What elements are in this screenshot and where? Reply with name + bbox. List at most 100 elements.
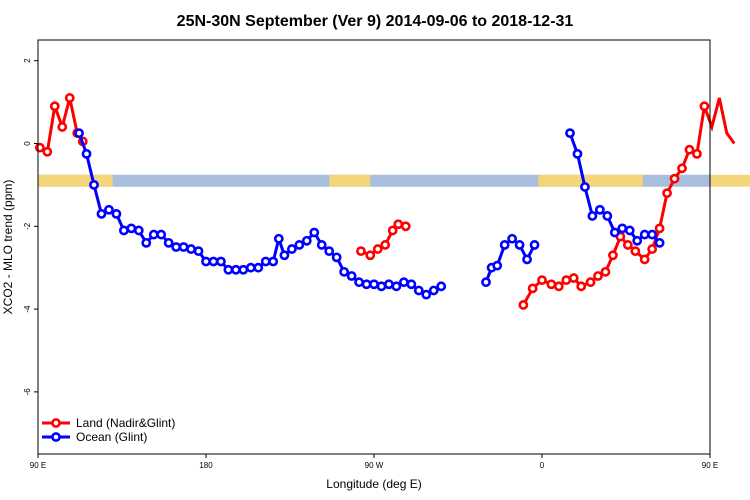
data-point	[602, 211, 613, 221]
data-point	[662, 188, 672, 199]
data-point	[546, 279, 557, 290]
x-tick-label: 90 E	[30, 461, 46, 470]
legend-label: Ocean (Glint)	[76, 430, 147, 444]
data-point	[609, 227, 620, 238]
data-point	[324, 246, 335, 257]
x-axis-label: Longitude (deg E)	[326, 477, 421, 491]
data-point	[507, 233, 518, 244]
data-point	[514, 240, 525, 250]
band-layer	[38, 174, 750, 187]
y-tick-label: -2	[23, 222, 32, 230]
land-band-segment	[329, 174, 371, 187]
data-point	[361, 279, 372, 290]
data-point	[156, 229, 167, 240]
y-tick-label: 0	[23, 141, 32, 146]
data-point	[193, 246, 204, 257]
data-point	[238, 264, 249, 275]
data-point	[186, 244, 196, 254]
series-line	[522, 97, 736, 306]
series-layer	[34, 93, 736, 310]
data-point	[537, 275, 547, 286]
data-point	[96, 208, 107, 219]
data-point	[216, 256, 226, 267]
x-tick-label: 90 W	[365, 461, 384, 470]
data-point	[279, 250, 290, 261]
data-point	[499, 240, 510, 250]
data-point	[518, 300, 529, 310]
data-point	[624, 225, 635, 236]
data-point	[294, 240, 305, 250]
data-point	[354, 277, 364, 288]
data-point	[273, 233, 284, 244]
x-axis: 90 E 180 90 W 0 90 E	[30, 454, 718, 470]
data-point	[406, 279, 417, 290]
legend-marker	[51, 418, 61, 428]
data-point	[118, 225, 129, 236]
data-point	[356, 246, 366, 257]
data-point	[74, 128, 84, 139]
data-point	[639, 229, 650, 240]
data-point	[580, 182, 590, 192]
data-point	[553, 281, 564, 292]
data-point	[587, 211, 598, 221]
data-point	[622, 240, 633, 250]
land-band-segment	[38, 174, 113, 187]
data-point	[163, 237, 174, 248]
data-point	[339, 266, 350, 277]
data-point	[630, 246, 641, 257]
data-point	[387, 225, 398, 236]
data-point	[286, 244, 297, 254]
data-point	[699, 101, 710, 112]
data-point	[677, 163, 687, 174]
data-point	[380, 240, 391, 250]
series-ocean	[74, 128, 665, 300]
land-band-segment	[538, 174, 643, 187]
series-land	[34, 93, 736, 310]
x-tick-label: 0	[540, 461, 545, 470]
chart-title: 25N-30N September (Ver 9) 2014-09-06 to …	[177, 13, 574, 30]
data-point	[576, 281, 587, 292]
data-point	[529, 240, 540, 250]
data-point	[436, 281, 447, 292]
data-point	[34, 142, 45, 153]
data-point	[133, 225, 144, 236]
data-point	[684, 144, 695, 155]
data-point	[413, 285, 424, 296]
x-tick-label: 90 E	[702, 461, 718, 470]
x-tick-label: 180	[199, 461, 213, 470]
data-point	[585, 277, 596, 288]
data-point	[527, 283, 538, 294]
data-point	[481, 277, 491, 288]
land-band-segment	[710, 174, 750, 187]
data-point	[171, 242, 182, 252]
data-point	[393, 219, 404, 230]
data-point	[568, 273, 579, 283]
data-point	[372, 244, 383, 254]
data-point	[391, 281, 402, 292]
y-tick-label: -4	[23, 305, 32, 313]
data-point	[492, 260, 503, 271]
legend-marker	[51, 432, 61, 442]
data-point	[245, 262, 256, 273]
data-point	[260, 256, 271, 267]
data-point	[692, 148, 702, 159]
data-point	[421, 289, 432, 300]
data-point	[230, 264, 241, 275]
data-point	[654, 223, 665, 234]
data-point	[384, 279, 394, 290]
y-tick-label: -6	[23, 388, 32, 396]
y-tick-label: 2	[23, 58, 32, 63]
data-point	[331, 252, 342, 263]
legend: Land (Nadir&Glint)Ocean (Glint)	[42, 416, 175, 444]
data-point	[268, 256, 279, 267]
data-point	[309, 227, 320, 238]
data-point	[369, 279, 379, 290]
data-point	[89, 179, 99, 190]
data-point	[428, 285, 439, 296]
data-point	[81, 148, 92, 159]
data-point	[104, 204, 114, 215]
data-point	[654, 237, 665, 248]
data-point	[178, 242, 189, 252]
data-point	[141, 237, 152, 248]
